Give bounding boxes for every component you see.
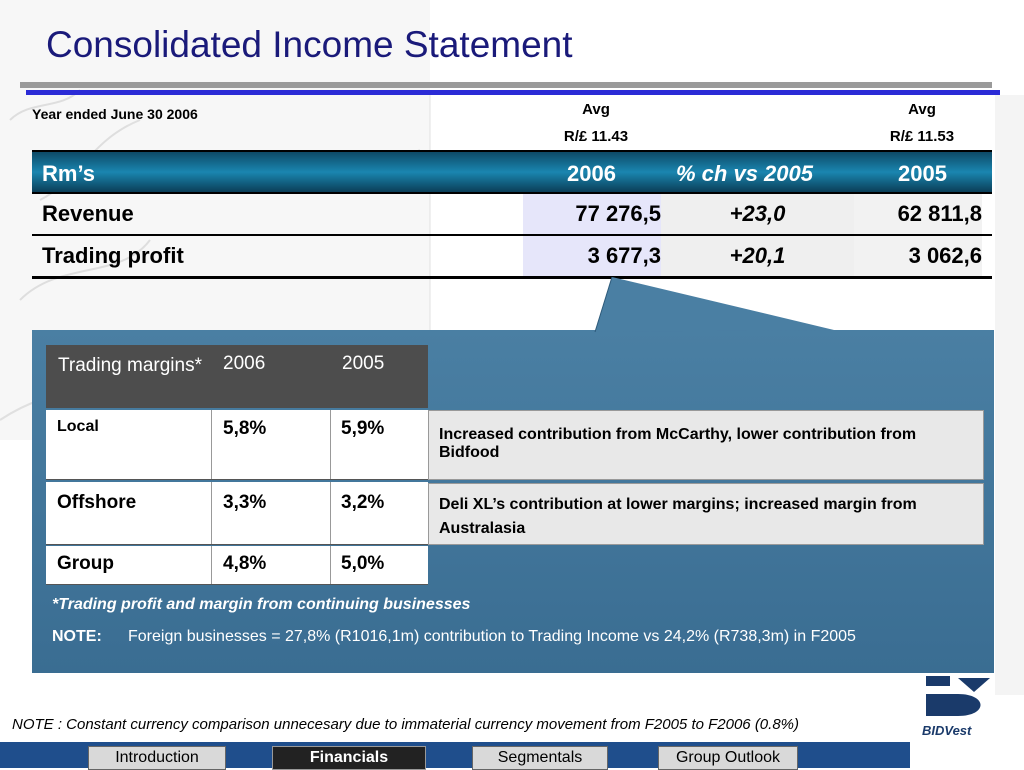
row-change: +23,0 bbox=[661, 194, 854, 234]
table-row: Offshore 3,3% 3,2% bbox=[46, 482, 428, 545]
header-2005: 2005 bbox=[342, 353, 385, 374]
row-value-2005: 3 062,6 bbox=[854, 236, 982, 276]
value-text: 77 276,5 bbox=[575, 201, 661, 226]
row-value-2006: 77 276,5 bbox=[523, 194, 661, 234]
title-rule bbox=[20, 82, 992, 88]
income-table-header: Rm’s 2006 % ch vs 2005 2005 bbox=[32, 150, 992, 194]
row-value-2006: 3,3% bbox=[212, 482, 331, 544]
header-change: % ch vs 2005 bbox=[676, 161, 813, 186]
local-comment: Increased contribution from McCarthy, lo… bbox=[428, 410, 984, 480]
title-rule-accent bbox=[26, 90, 1000, 95]
nav-introduction-button[interactable]: Introduction bbox=[88, 746, 226, 770]
avg-rate-2006: Avg R/£ 11.43 bbox=[536, 96, 656, 150]
nav-segmentals-button[interactable]: Segmentals bbox=[472, 746, 608, 770]
nav-group-outlook-button[interactable]: Group Outlook bbox=[658, 746, 798, 770]
row-label: Revenue bbox=[42, 201, 134, 226]
page-title: Consolidated Income Statement bbox=[46, 24, 573, 65]
bottom-note: NOTE : Constant currency comparison unne… bbox=[12, 716, 799, 733]
header-2006: 2006 bbox=[567, 161, 616, 186]
offshore-comment: Deli XL’s contribution at lower margins;… bbox=[428, 483, 984, 545]
margins-table-header: Trading margins* 2006 2005 bbox=[46, 345, 428, 408]
table-row: Local 5,8% 5,9% bbox=[46, 410, 428, 480]
row-label: Group bbox=[46, 546, 212, 584]
row-value-2005: 5,9% bbox=[341, 418, 385, 439]
header-rms: Rm’s bbox=[42, 161, 95, 186]
row-value-2005: 62 811,8 bbox=[854, 194, 982, 234]
table-row: Group 4,8% 5,0% bbox=[46, 546, 428, 585]
header-2005: 2005 bbox=[898, 161, 947, 186]
header-trading-margins: Trading margins* bbox=[58, 355, 202, 376]
row-value-2005: 5,0% bbox=[341, 553, 385, 574]
value-text: 3 677,3 bbox=[587, 243, 661, 268]
avg-rate-value: R/£ 11.53 bbox=[889, 128, 955, 145]
foreign-note: NOTE: Foreign businesses = 27,8% (R1016,1… bbox=[52, 626, 982, 648]
row-change: +20,1 bbox=[661, 236, 854, 276]
avg-label: Avg bbox=[908, 101, 936, 118]
row-value-2005: 3,2% bbox=[341, 492, 385, 513]
row-value-2006: 3 677,3 bbox=[523, 236, 661, 276]
row-label: Trading profit bbox=[42, 243, 184, 268]
avg-label: Avg bbox=[582, 101, 610, 118]
row-label: Local bbox=[46, 410, 212, 479]
note-label: NOTE: bbox=[52, 628, 102, 645]
header-2006: 2006 bbox=[223, 353, 266, 374]
bidvest-logo bbox=[926, 676, 990, 716]
year-label: Year ended June 30 2006 bbox=[32, 106, 198, 122]
row-value-2006: 5,8% bbox=[212, 410, 331, 479]
table-row: Revenue 77 276,5 +23,0 62 811,8 bbox=[32, 194, 992, 236]
row-value-2006: 4,8% bbox=[212, 546, 331, 584]
avg-rate-value: R/£ 11.43 bbox=[563, 128, 629, 145]
logo-text: BIDVest bbox=[922, 723, 972, 738]
avg-rate-2005: Avg R/£ 11.53 bbox=[862, 96, 982, 150]
table-row: Trading profit 3 677,3 +20,1 3 062,6 bbox=[32, 236, 992, 279]
footnote: *Trading profit and margin from continui… bbox=[52, 596, 471, 613]
row-label: Offshore bbox=[46, 482, 212, 544]
note-text: Foreign businesses = 27,8% (R1016,1m) co… bbox=[128, 628, 856, 645]
nav-financials-button[interactable]: Financials bbox=[272, 746, 426, 770]
